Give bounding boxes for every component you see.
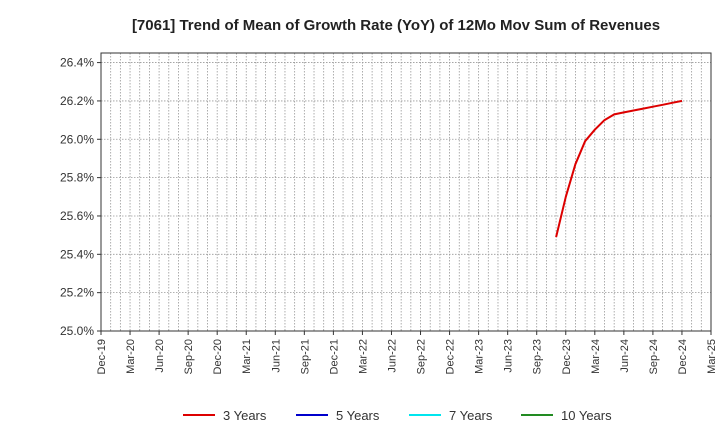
y-tick-label: 26.2% xyxy=(60,94,94,108)
axes: 25.0% 25.2% 25.4% 25.6% 25.8% 26.0% 26.2% 26.4%… xyxy=(60,52,718,374)
y-tick-label: 26.0% xyxy=(60,132,94,146)
series-layer xyxy=(555,99,683,238)
x-tick-label: Dec-20 xyxy=(212,339,224,374)
x-tick-label: Dec-24 xyxy=(677,339,689,374)
grid xyxy=(101,53,711,331)
x-tick-label: Dec-19 xyxy=(96,339,108,374)
y-tick-label: 25.2% xyxy=(60,286,94,300)
x-tick-label: Dec-22 xyxy=(445,339,457,374)
x-tick-label: Mar-22 xyxy=(357,339,369,374)
x-tick-label: Jun-24 xyxy=(619,339,631,373)
y-tick-label: 25.4% xyxy=(60,247,94,261)
legend-label: 3 Years xyxy=(223,408,267,423)
y-tick-label: 25.6% xyxy=(60,209,94,223)
x-tick-label: Jun-21 xyxy=(270,339,282,373)
series-line-3-years xyxy=(555,99,683,238)
y-tick-label: 26.4% xyxy=(60,56,94,70)
x-tick-label: Dec-21 xyxy=(328,339,340,374)
x-tick-label: Jun-23 xyxy=(503,339,515,373)
legend-label: 7 Years xyxy=(449,408,493,423)
x-tick-label: Sep-21 xyxy=(299,339,311,374)
x-tick-label: Mar-23 xyxy=(474,339,486,374)
y-tick-label: 25.8% xyxy=(60,171,94,185)
legend-label: 5 Years xyxy=(336,408,380,423)
x-tick-label: Sep-23 xyxy=(532,339,544,374)
x-tick-label: Mar-24 xyxy=(590,339,602,374)
x-tick-label: Sep-24 xyxy=(648,339,660,374)
chart-title: [7061] Trend of Mean of Growth Rate (YoY… xyxy=(132,17,660,34)
x-tick-label: Jun-20 xyxy=(154,339,166,373)
x-tick-label: Mar-25 xyxy=(706,339,718,374)
x-tick-label: Mar-20 xyxy=(125,339,137,374)
x-tick-label: Sep-20 xyxy=(183,339,195,374)
legend-label: 10 Years xyxy=(561,408,612,423)
y-tick-label: 25.0% xyxy=(60,324,94,338)
plot-frame xyxy=(100,52,712,332)
x-tick-label: Jun-22 xyxy=(386,339,398,373)
x-tick-label: Dec-23 xyxy=(561,339,573,374)
x-tick-label: Mar-21 xyxy=(241,339,253,374)
x-tick-label: Sep-22 xyxy=(416,339,428,374)
legend: 3 Years 5 Years 7 Years 10 Years xyxy=(183,408,612,423)
